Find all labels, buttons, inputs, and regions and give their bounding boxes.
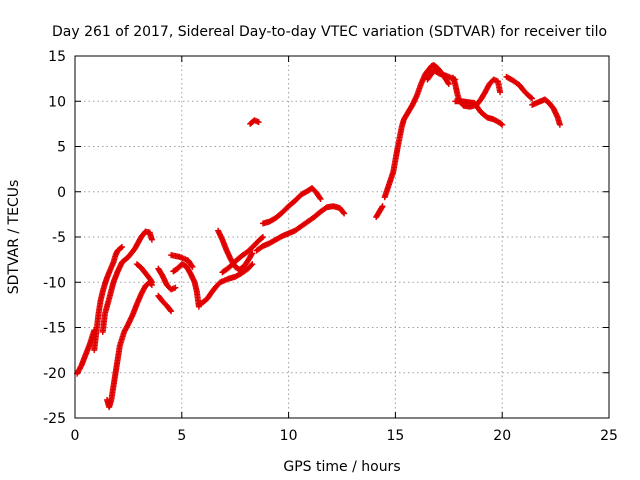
data-point	[118, 243, 125, 250]
plot-frame	[74, 55, 610, 419]
x-tick-label: 20	[493, 428, 511, 444]
data-point	[340, 209, 347, 216]
data-point	[249, 250, 256, 257]
x-tick-label: 0	[71, 428, 80, 444]
data-point	[189, 263, 196, 270]
data-point	[249, 261, 256, 268]
data-point	[497, 89, 504, 96]
y-tick-label: -15	[43, 321, 66, 337]
y-tick-label: 15	[48, 49, 66, 65]
data-point	[168, 308, 175, 315]
data-point	[255, 119, 262, 126]
data-point	[148, 279, 155, 286]
y-tick-label: -25	[43, 411, 66, 427]
data-point	[378, 204, 385, 211]
y-tick-label: -5	[52, 230, 66, 246]
data-point	[556, 121, 563, 128]
data-point	[445, 81, 452, 88]
data-point	[148, 278, 155, 285]
data-point	[117, 244, 124, 251]
data-point	[317, 195, 324, 202]
data-point	[528, 94, 535, 101]
data-point	[248, 251, 255, 258]
data-point	[341, 210, 348, 217]
x-axis-label: GPS time / hours	[283, 459, 400, 475]
data-point	[316, 194, 323, 201]
y-tick-label: -20	[43, 366, 66, 382]
x-tick-label: 5	[177, 428, 186, 444]
y-tick-label: -10	[43, 275, 66, 291]
data-point	[499, 121, 506, 128]
x-tick-label: 10	[280, 428, 298, 444]
data-point	[529, 95, 536, 102]
x-tick-label: 25	[600, 428, 618, 444]
data-point	[258, 234, 265, 241]
tick-labels: 0 5 10 15 20 25 -25 -20 -15 -10 -5 0 5 10 15	[43, 49, 618, 444]
data-point	[188, 262, 195, 269]
data-point	[379, 203, 386, 210]
data-point	[148, 236, 155, 243]
y-tick-label: 10	[48, 94, 66, 110]
data-point	[498, 120, 505, 127]
y-axis-label: SDTVAR / TECUs	[6, 180, 22, 295]
data-points	[74, 62, 563, 411]
chart-title: Day 261 of 2017, Sidereal Day-to-day VTE…	[52, 24, 607, 40]
y-tick-label: 5	[57, 140, 66, 156]
grid-lines	[75, 56, 609, 418]
data-point	[259, 234, 266, 240]
data-point	[167, 307, 174, 314]
y-tick-label: 0	[57, 185, 66, 201]
x-tick-label: 15	[386, 428, 404, 444]
data-point	[445, 79, 452, 86]
data-point	[248, 262, 255, 269]
data-point	[172, 284, 179, 291]
